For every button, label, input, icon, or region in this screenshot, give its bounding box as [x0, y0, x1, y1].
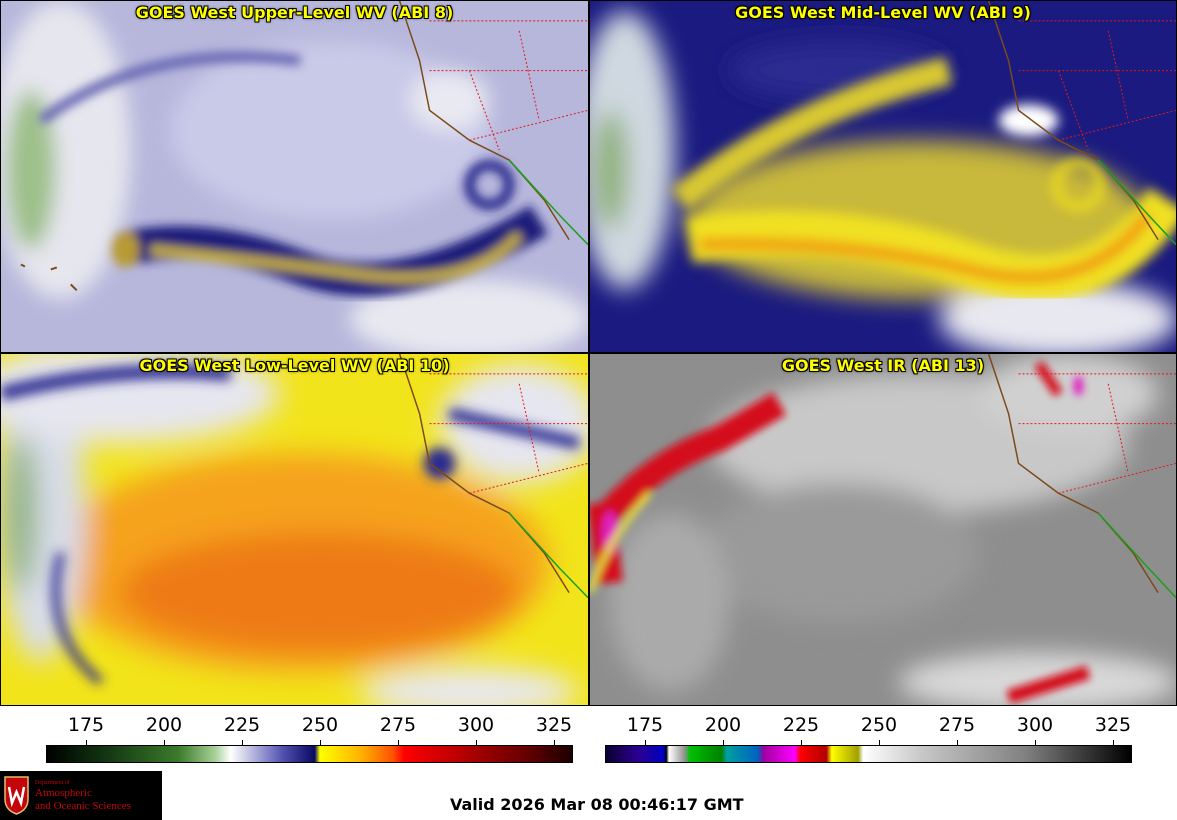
mid-level-wv-panel: GOES West Mid-Level WV (ABI 9) — [589, 0, 1177, 353]
ir-panel: GOES West IR (ABI 13) — [589, 353, 1177, 706]
aos-logo: Department of Atmospheric and Oceanic Sc… — [0, 771, 162, 820]
wv-color-ramp — [46, 745, 573, 763]
colorbar-tick — [476, 740, 477, 746]
colorbar-tick-label: 175 — [626, 714, 664, 736]
panel-title: GOES West Mid-Level WV (ABI 9) — [735, 3, 1031, 22]
panel-title: GOES West Low-Level WV (ABI 10) — [139, 356, 450, 375]
colorbar-tick-label: 200 — [704, 714, 742, 736]
colorbar-tick-label: 225 — [782, 714, 820, 736]
logo-dept-text: Department of — [35, 780, 70, 786]
colorbar-tick-label: 200 — [145, 714, 183, 736]
colorbar-tick-label: 175 — [67, 714, 105, 736]
ir-colorbar: 175 200 225 250 275 300 325 — [605, 712, 1132, 768]
ir-color-ramp — [605, 745, 1132, 763]
logo-line-1: Atmospheric — [35, 787, 92, 799]
colorbar-tick — [164, 740, 165, 746]
colorbar-tick-label: 325 — [1094, 714, 1132, 736]
colorbar-tick-label: 300 — [1016, 714, 1054, 736]
ir-image — [590, 354, 1176, 705]
colorbar-tick — [645, 740, 646, 746]
colorbar-tick — [86, 740, 87, 746]
colorbar-tick-label: 275 — [379, 714, 417, 736]
logo-line-2: and Oceanic Sciences — [35, 800, 131, 812]
upper-level-wv-image — [1, 1, 588, 352]
colorbar-tick — [398, 740, 399, 746]
colorbar-tick-label: 250 — [860, 714, 898, 736]
colorbar-tick — [723, 740, 724, 746]
colorbar-tick-label: 225 — [223, 714, 261, 736]
colorbar-tick — [801, 740, 802, 746]
panel-title: GOES West IR (ABI 13) — [781, 356, 985, 375]
upper-level-wv-panel: GOES West Upper-Level WV (ABI 8) — [0, 0, 589, 353]
valid-time: Valid 2026 Mar 08 00:46:17 GMT — [450, 795, 744, 814]
low-level-wv-image — [1, 354, 588, 705]
wv-colorbar: 175 200 225 250 275 300 325 — [46, 712, 573, 768]
colorbar-tick — [1113, 740, 1114, 746]
colorbar-tick-label: 250 — [301, 714, 339, 736]
colorbar-tick-label: 325 — [535, 714, 573, 736]
colorbar-tick-label: 300 — [457, 714, 495, 736]
colorbar-tick — [957, 740, 958, 746]
colorbar-tick — [242, 740, 243, 746]
low-level-wv-panel: GOES West Low-Level WV (ABI 10) — [0, 353, 589, 706]
colorbar-tick — [1035, 740, 1036, 746]
colorbar-tick — [554, 740, 555, 746]
colorbar-tick-label: 275 — [938, 714, 976, 736]
panel-title: GOES West Upper-Level WV (ABI 8) — [135, 3, 454, 22]
colorbar-tick — [879, 740, 880, 746]
uw-crest-icon — [4, 776, 29, 815]
colorbar-tick — [320, 740, 321, 746]
mid-level-wv-image — [590, 1, 1176, 352]
